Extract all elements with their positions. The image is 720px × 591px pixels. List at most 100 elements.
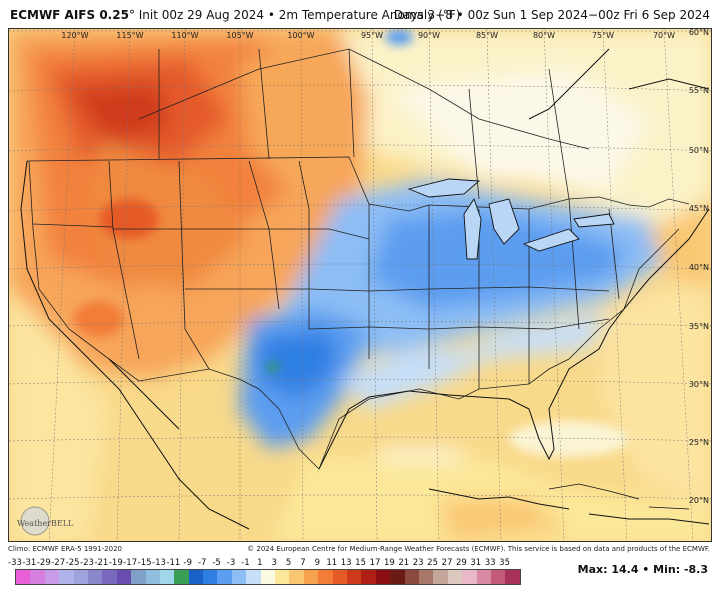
colorbar-swatch <box>260 570 276 584</box>
colorbar-swatch <box>361 570 376 584</box>
colorbar-swatch <box>390 570 405 584</box>
lon-label-100: 100°W <box>287 31 314 40</box>
lon-label-120: 120°W <box>61 31 88 40</box>
colorbar-swatch <box>59 570 74 584</box>
lat-label-45: 45°N <box>689 204 709 213</box>
colorbar-swatch <box>188 570 204 584</box>
colorbar-tick-label: -9 <box>183 558 193 568</box>
colorbar-swatch <box>346 570 362 584</box>
max-min-readout: Max: 14.4 • Min: -8.3 <box>577 563 708 576</box>
colorbar-swatch <box>174 570 189 584</box>
init-text: Init 00z 29 Aug 2024 • 2m Temperature An… <box>134 8 461 22</box>
lon-label-70: 70°W <box>653 31 675 40</box>
colorbar-swatch <box>332 570 347 584</box>
colorbar-tick-label: 29 <box>455 558 467 568</box>
colorbar-tick-label: -33 <box>8 558 22 568</box>
colorbar-tick-label: 13 <box>340 558 352 568</box>
colorbar-tick-label: -23 <box>80 558 94 568</box>
model-name: ECMWF AIFS 0.25 <box>10 8 129 22</box>
colorbar-tick-label: 25 <box>427 558 439 568</box>
lon-label-110: 110°W <box>171 31 198 40</box>
colorbar-swatch <box>16 570 31 584</box>
lon-label-90: 90°W <box>418 31 440 40</box>
colorbar-tick-label: -15 <box>137 558 152 568</box>
lat-label-60: 60°N <box>689 29 709 37</box>
colorbar-swatch <box>44 570 60 584</box>
lon-label-80: 80°W <box>533 31 555 40</box>
lon-label-115: 115°W <box>116 31 143 40</box>
colorbar-swatch <box>102 570 117 584</box>
colorbar-tick-label: 15 <box>355 558 367 568</box>
colorbar-swatch <box>73 570 88 584</box>
colorbar-swatch <box>375 570 391 584</box>
colorbar-tick-label: 17 <box>369 558 381 568</box>
colorbar-tick-label: 11 <box>326 558 338 568</box>
colorbar-swatch <box>217 570 232 584</box>
colorbar-swatch <box>116 570 132 584</box>
chart-title: ECMWF AIFS 0.25° Init 00z 29 Aug 2024 • … <box>10 8 460 22</box>
colorbar-swatch <box>404 570 419 584</box>
colorbar-tick-label: 27 <box>441 558 453 568</box>
political-borders <box>26 48 690 470</box>
lat-label-35: 35°N <box>689 322 709 331</box>
valid-period: Days 3−8 • 00z Sun 1 Sep 2024−00z Fri 6 … <box>393 8 710 22</box>
colorbar-tick-label: 7 <box>300 558 306 568</box>
colorbar-tick-label: -25 <box>65 558 80 568</box>
colorbar-swatch <box>203 570 218 584</box>
great-lakes <box>407 178 615 260</box>
colorbar-swatch <box>87 570 103 584</box>
latitude-labels: 60°N 55°N 50°N 45°N 40°N 35°N 30°N 25°N … <box>689 29 709 505</box>
footer: Climo: ECMWF ERA-5 1991-2020 © 2024 Euro… <box>0 543 720 591</box>
colorbar-swatch <box>145 570 160 584</box>
longitude-labels: 120°W 115°W 110°W 105°W 100°W 95°W 90°W … <box>61 31 675 40</box>
colorbar-swatch <box>30 570 45 584</box>
lat-label-25: 25°N <box>689 438 709 447</box>
copyright-note: © 2024 European Centre for Medium-Range … <box>247 545 710 553</box>
colorbar-tick-label: -31 <box>22 558 37 568</box>
colorbar-tick-label: -27 <box>51 558 66 568</box>
colorbar-swatch <box>231 570 247 584</box>
colorbar-tick-label: 19 <box>383 558 395 568</box>
degree-mark: ° <box>128 8 135 22</box>
colorbar-tick-label: -1 <box>241 558 250 568</box>
colorbar-tick-label: -21 <box>94 558 109 568</box>
colorbar-tick-label: -11 <box>166 558 181 568</box>
climo-note: Climo: ECMWF ERA-5 1991-2020 <box>8 545 122 553</box>
colorbar-tick-label: 3 <box>271 558 277 568</box>
colorbar-tick-label: -17 <box>123 558 138 568</box>
lat-label-40: 40°N <box>689 263 709 272</box>
watermark-text: WeatherBELL <box>17 519 74 528</box>
colorbar-swatch <box>275 570 290 584</box>
graticule <box>9 29 711 541</box>
colorbar-tick-label: 31 <box>470 558 482 568</box>
colorbar-tick-label: -13 <box>152 558 166 568</box>
lat-label-30: 30°N <box>689 380 709 389</box>
colorbar-tick-label: 33 <box>484 558 496 568</box>
coastlines <box>20 48 710 530</box>
map-canvas: 60°N 55°N 50°N 45°N 40°N 35°N 30°N 25°N … <box>9 29 711 541</box>
colorbar-tick-label: 23 <box>412 558 424 568</box>
colorbar-swatch <box>159 570 175 584</box>
weatherbell-logo: WeatherBELL <box>17 506 74 536</box>
colorbar-swatch <box>303 570 319 584</box>
colorbar-tick-label: -7 <box>197 558 207 568</box>
colorbar-swatch <box>246 570 261 584</box>
colorbar-swatch <box>433 570 448 584</box>
colorbar-tick-label: -3 <box>226 558 236 568</box>
colorbar-tick-label: 35 <box>499 558 511 568</box>
colorbar-swatch <box>462 570 477 584</box>
colorbar-swatch <box>447 570 463 584</box>
anomaly-map: 60°N 55°N 50°N 45°N 40°N 35°N 30°N 25°N … <box>8 28 712 542</box>
colorbar-swatch <box>490 570 506 584</box>
lat-label-20: 20°N <box>689 496 709 505</box>
colorbar-swatch <box>289 570 304 584</box>
colorbar-tick-label: 21 <box>398 558 410 568</box>
colorbar-swatch <box>318 570 333 584</box>
colorbar-swatch <box>418 570 434 584</box>
lon-label-75: 75°W <box>592 31 614 40</box>
lon-label-95: 95°W <box>361 31 383 40</box>
colorbar-swatch <box>131 570 146 584</box>
lat-label-50: 50°N <box>689 146 709 155</box>
lat-label-55: 55°N <box>689 86 709 95</box>
